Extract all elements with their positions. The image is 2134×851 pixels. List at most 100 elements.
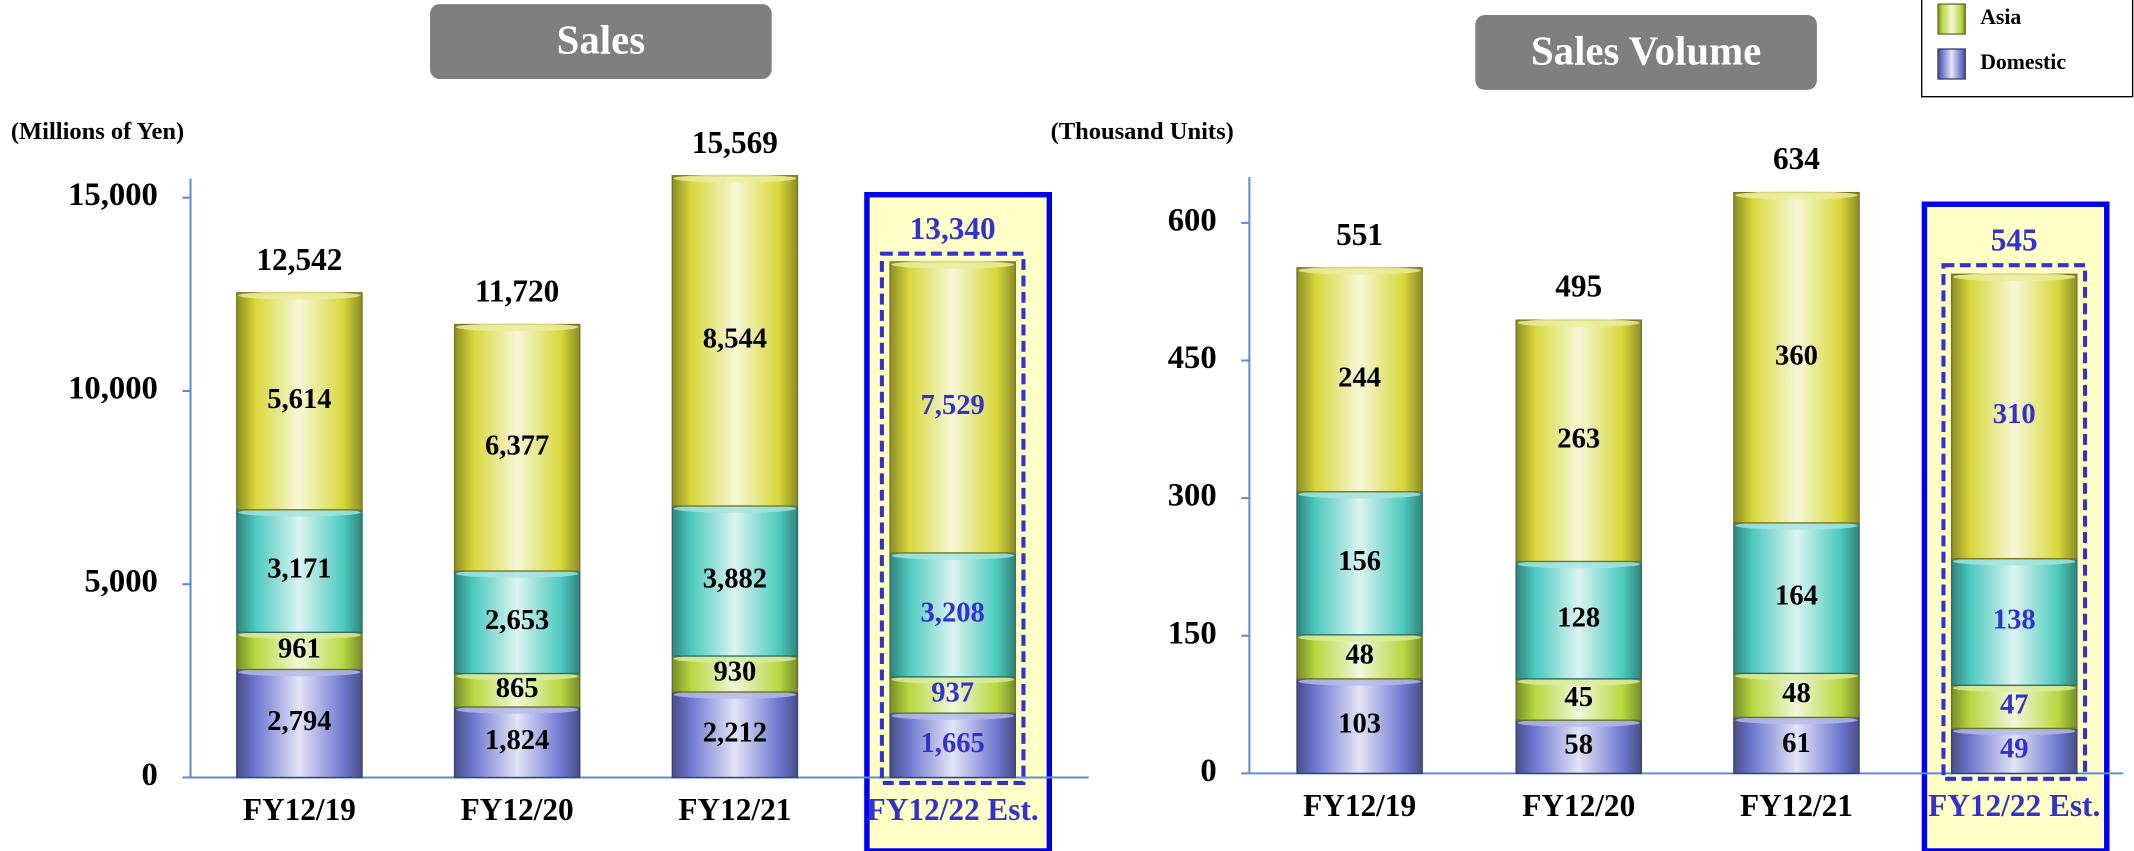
x-tick-label: FY12/20	[1522, 788, 1635, 823]
value-label: 61	[1782, 728, 1811, 759]
chart-title: Sales Volume	[1531, 29, 1761, 74]
value-label: 8,544	[703, 323, 767, 354]
bar-segment	[1296, 267, 1423, 493]
total-label: 15,569	[692, 125, 778, 160]
legend-swatch	[1937, 3, 1966, 35]
value-label: 48	[1782, 678, 1811, 709]
segment-cap	[1298, 490, 1421, 499]
value-label: 937	[931, 678, 974, 709]
value-label: 3,882	[703, 564, 767, 595]
highlight-dash	[879, 251, 1026, 785]
y-tick-label: 150	[1168, 615, 1217, 651]
bar-segment	[671, 175, 799, 507]
y-tick-label: 450	[1168, 340, 1217, 376]
x-tick-label: FY12/20	[461, 792, 574, 827]
bar-segment	[1950, 727, 2078, 775]
bar-segment	[1733, 522, 1860, 675]
segment-cap	[1298, 266, 1421, 275]
total-label: 495	[1555, 268, 1602, 303]
value-label: 48	[1345, 639, 1374, 670]
y-axis-label: (Thousand Units)	[1051, 118, 1234, 145]
segment-cap	[673, 690, 797, 699]
total-label: 12,542	[256, 242, 342, 277]
value-label: 1,665	[921, 728, 985, 759]
value-label: 5,614	[267, 384, 331, 415]
value-label: 3,171	[267, 554, 331, 585]
x-tick-label: FY12/22 Est.	[1928, 788, 2100, 823]
segment-cap	[1735, 521, 1858, 530]
y-tick-label: 0	[1200, 753, 1216, 789]
bar-segment	[889, 712, 1016, 779]
segment-cap	[673, 174, 797, 183]
segment-cap	[891, 675, 1014, 684]
value-label: 961	[278, 633, 321, 664]
bar-segment	[1950, 558, 2078, 686]
segment-cap	[238, 630, 361, 640]
value-label: 2,212	[703, 717, 767, 748]
segment-cap	[1952, 727, 2076, 736]
title-box	[1475, 14, 1817, 90]
value-label: 49	[2000, 733, 2029, 764]
title-box	[430, 4, 772, 79]
segment-cap	[238, 291, 361, 300]
bar-segment	[236, 509, 363, 634]
bar-segment	[1515, 560, 1643, 680]
segment-cap	[455, 569, 579, 578]
y-tick-label: 0	[142, 757, 158, 793]
x-tick-label: FY12/19	[243, 792, 356, 827]
bar-segment	[1733, 191, 1860, 524]
total-label: 11,720	[475, 274, 559, 309]
bar-segment	[1296, 491, 1423, 636]
total-label: 13,340	[910, 211, 996, 246]
highlight-dash	[1941, 263, 2088, 781]
segment-cap	[1952, 683, 2076, 693]
y-tick-label: 600	[1168, 202, 1217, 238]
segment-cap	[455, 705, 579, 714]
segment-cap	[1952, 272, 2076, 282]
bar-segment	[236, 668, 363, 779]
value-label: 58	[1564, 729, 1593, 760]
segment-cap	[238, 508, 361, 517]
segment-cap	[455, 323, 579, 332]
bar-segment	[453, 323, 581, 572]
segment-cap	[238, 668, 361, 677]
segment-cap	[1952, 557, 2076, 566]
bar-segment	[1733, 672, 1860, 719]
bar-segment	[453, 570, 581, 675]
bar-segment	[889, 261, 1016, 554]
chart-title: Sales	[557, 18, 645, 63]
x-tick-label: FY12/22 Est.	[867, 792, 1039, 827]
value-label: 45	[1564, 682, 1593, 713]
x-tick-label: FY12/21	[678, 792, 791, 827]
segment-cap	[1517, 318, 1640, 327]
value-label: 128	[1557, 603, 1600, 634]
bar-segment	[1296, 634, 1423, 680]
bar-segment	[1950, 684, 2078, 730]
bar-segment	[889, 552, 1016, 678]
value-label: 2,794	[267, 706, 331, 737]
segment-cap	[1735, 191, 1858, 200]
y-tick-label: 300	[1168, 478, 1217, 514]
value-label: 7,529	[921, 390, 985, 421]
total-label: 551	[1336, 217, 1383, 252]
value-label: 47	[2000, 689, 2029, 720]
value-label: 310	[1993, 399, 2036, 430]
bar-segment	[1733, 716, 1860, 775]
x-tick-label: FY12/19	[1303, 788, 1416, 823]
bar-segment	[1515, 678, 1643, 721]
segment-cap	[891, 551, 1014, 560]
segment-cap	[891, 260, 1014, 269]
value-label: 2,653	[485, 605, 549, 636]
y-tick-label: 5,000	[84, 564, 157, 600]
bar-segment	[671, 505, 799, 657]
bar-segment	[1296, 678, 1423, 775]
segment-cap	[1517, 718, 1640, 727]
total-label: 545	[1991, 223, 2038, 258]
value-label: 6,377	[485, 430, 549, 461]
legend-swatch	[1937, 48, 1966, 80]
value-label: 138	[1993, 605, 2036, 636]
value-label: 156	[1338, 546, 1381, 577]
y-tick-label: 15,000	[68, 177, 158, 213]
value-label: 164	[1775, 581, 1818, 612]
